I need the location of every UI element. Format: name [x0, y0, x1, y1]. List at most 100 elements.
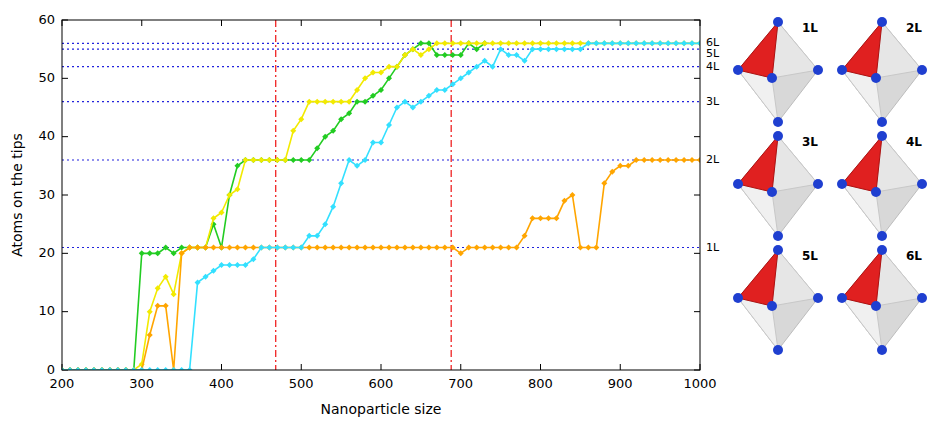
- series-marker: [530, 215, 536, 221]
- y-tick: [694, 136, 700, 137]
- reference-label: 4L: [706, 60, 720, 73]
- series-marker: [593, 245, 599, 251]
- series-marker: [354, 87, 360, 93]
- structure-red-face: [842, 136, 882, 192]
- structure-tip: [773, 131, 783, 141]
- series-marker: [203, 245, 209, 251]
- series-marker: [593, 40, 599, 46]
- series-marker: [434, 245, 440, 251]
- series-marker: [442, 40, 448, 46]
- series-marker: [426, 245, 432, 251]
- x-tick: [221, 20, 222, 26]
- series-marker: [514, 52, 520, 58]
- structure: [733, 17, 823, 127]
- series-marker: [386, 122, 392, 128]
- structure-tip: [837, 179, 847, 189]
- y-tick-label: 60: [38, 12, 55, 27]
- structure-tip: [813, 65, 823, 75]
- x-tick: [620, 20, 621, 26]
- series-marker: [617, 163, 623, 169]
- series-marker: [506, 52, 512, 58]
- series-marker: [689, 40, 695, 46]
- x-tick-label: 900: [608, 376, 633, 391]
- series-marker: [211, 245, 217, 251]
- structure-tip: [773, 17, 783, 27]
- series-marker: [553, 215, 559, 221]
- series-marker: [306, 99, 312, 105]
- y-tick: [62, 311, 68, 312]
- series-marker: [545, 46, 551, 52]
- series-marker: [290, 157, 296, 163]
- series-marker: [522, 40, 528, 46]
- series-marker: [426, 40, 432, 46]
- series-marker: [538, 46, 544, 52]
- series-marker: [681, 40, 687, 46]
- series-marker: [171, 291, 177, 297]
- series-marker: [657, 40, 663, 46]
- series-marker: [195, 245, 201, 251]
- series-marker: [482, 40, 488, 46]
- series-marker: [649, 40, 655, 46]
- series-marker: [386, 245, 392, 251]
- series-marker: [386, 75, 392, 81]
- series-marker: [195, 280, 201, 286]
- series-marker: [561, 46, 567, 52]
- series-marker: [362, 157, 368, 163]
- series-marker: [625, 40, 631, 46]
- structure-tip: [773, 345, 783, 355]
- y-tick: [694, 311, 700, 312]
- structure-tip: [773, 117, 783, 127]
- series-marker: [258, 245, 264, 251]
- series-marker: [171, 250, 177, 256]
- y-tick: [62, 253, 68, 254]
- reference-line: [62, 159, 700, 160]
- series-marker: [426, 93, 432, 99]
- x-tick: [460, 364, 461, 370]
- series-marker: [370, 93, 376, 99]
- structure-tip: [733, 179, 743, 189]
- structure-red-face: [738, 136, 778, 192]
- series-marker: [211, 268, 217, 274]
- series-marker: [370, 140, 376, 146]
- series-marker: [147, 332, 153, 338]
- series-marker: [322, 245, 328, 251]
- y-tick: [694, 195, 700, 196]
- series-marker: [155, 250, 161, 256]
- series-marker: [673, 40, 679, 46]
- series-marker: [378, 70, 384, 76]
- series-marker: [601, 180, 607, 186]
- series-marker: [418, 52, 424, 58]
- series-marker: [394, 64, 400, 70]
- series-marker: [442, 245, 448, 251]
- series-marker: [274, 157, 280, 163]
- series-marker: [450, 52, 456, 58]
- series-marker: [569, 192, 575, 198]
- series-marker: [569, 40, 575, 46]
- plot-background: [62, 20, 700, 370]
- series-marker: [649, 40, 655, 46]
- series-marker: [689, 40, 695, 46]
- series-marker: [226, 192, 232, 198]
- series-marker: [625, 40, 631, 46]
- series-marker: [274, 245, 280, 251]
- series-marker: [266, 157, 272, 163]
- series-marker: [346, 245, 352, 251]
- series-marker: [219, 245, 225, 251]
- series-marker: [458, 75, 464, 81]
- series-marker: [242, 245, 248, 251]
- series-marker: [234, 186, 240, 192]
- structure-tip: [917, 179, 927, 189]
- series-marker: [195, 245, 201, 251]
- series-marker: [378, 87, 384, 93]
- structure: [837, 131, 927, 241]
- structure-tip: [877, 245, 887, 255]
- series-marker: [593, 40, 599, 46]
- series-marker: [234, 262, 240, 268]
- structure-tip: [877, 345, 887, 355]
- series-marker: [242, 157, 248, 163]
- y-tick-label: 40: [38, 128, 55, 143]
- series-marker: [266, 245, 272, 251]
- series-marker: [354, 245, 360, 251]
- structure-tip: [733, 65, 743, 75]
- series-marker: [577, 245, 583, 251]
